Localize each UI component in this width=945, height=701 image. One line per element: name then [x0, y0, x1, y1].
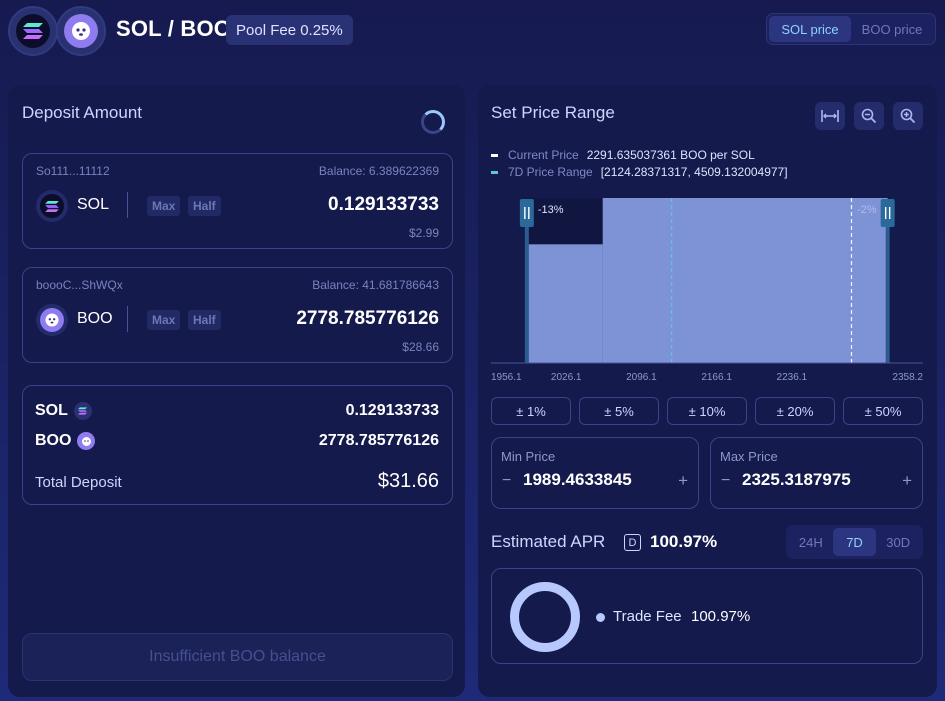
amount-usd: $2.99 [408, 226, 439, 240]
divider [127, 306, 128, 332]
summary-symbol: BOO [35, 432, 72, 449]
summary-sol-label: SOL [35, 402, 92, 420]
token-symbol[interactable]: BOO [77, 310, 113, 327]
max-price-input: Max Price − 2325.3187975 + [710, 437, 923, 509]
range-10pct-button[interactable]: ± 10% [667, 397, 747, 425]
zoom-out-icon[interactable] [854, 102, 884, 130]
max-button[interactable]: Max [147, 310, 181, 330]
legend-value: 2291.635037361 BOO per SOL [586, 148, 755, 162]
divider [127, 192, 128, 218]
solana-token-icon [36, 190, 68, 222]
liquidity-bar [602, 198, 888, 363]
summary-symbol: SOL [35, 402, 68, 419]
summary-boo-value: 2778.785776126 [318, 432, 439, 449]
increment-icon[interactable]: + [902, 471, 912, 490]
decrement-icon[interactable]: − [721, 472, 731, 489]
price-denomination-toggle: SOL price BOO price [766, 13, 936, 45]
boo-token-icon [36, 304, 68, 336]
price-range-title: Set Price Range [491, 103, 615, 122]
x-tick-label: 2096.1 [626, 372, 657, 383]
min-price-input: Min Price − 1989.4633845 + [491, 437, 699, 509]
total-deposit-value: $31.66 [377, 470, 439, 492]
period-30d-tab[interactable]: 30D [886, 534, 911, 550]
token-symbol[interactable]: SOL [77, 196, 110, 213]
decrement-icon[interactable]: − [502, 472, 512, 489]
max-price-label: Max Price [720, 449, 778, 464]
half-button[interactable]: Half [188, 310, 221, 330]
price-range-chart[interactable]: -13% -2% 1956.1 2026.1 2096.1 2166.1 2236.1 235… [491, 195, 923, 385]
token-address: boooC...ShWQx [36, 278, 123, 292]
x-tick-label: 2236.1 [777, 372, 808, 383]
trade-fee-label: Trade Fee [613, 608, 682, 625]
half-button[interactable]: Half [188, 196, 221, 216]
legend-7d-range: 7D Price Range [2124.28371317, 4509.1320… [491, 165, 788, 179]
apr-breakdown: Trade Fee 100.97% [491, 568, 923, 664]
pool-fee-badge: Pool Fee 0.25% [226, 15, 353, 45]
pair-title: SOL / BOO [116, 16, 232, 41]
legend-value: [2124.28371317, 4509.132004977] [600, 165, 788, 179]
trade-fee-swatch [596, 613, 605, 622]
solana-token-icon [73, 402, 92, 420]
deposit-submit-button[interactable]: Insufficient BOO balance [22, 633, 453, 681]
token-balance: Balance: 6.389622369 [318, 164, 439, 178]
trade-fee-value: 100.97% [691, 608, 751, 625]
token-input-sol: So111...11112 Balance: 6.389622369 SOL M… [22, 153, 453, 249]
token-input-boo: boooC...ShWQx Balance: 41.681786643 BOO … [22, 267, 453, 363]
token-address: So111...11112 [36, 164, 110, 178]
summary-sol-value: 0.129133733 [345, 402, 439, 419]
range-50pct-button[interactable]: ± 50% [843, 397, 923, 425]
solana-logo-icon [8, 6, 58, 56]
summary-boo-label: BOO [35, 432, 96, 450]
increment-icon[interactable]: + [678, 471, 688, 490]
apr-period-selector: 24H 7D 30D [786, 525, 923, 559]
deposit-summary: SOL 0.129133733 BOO 2778.785776126 Total… [22, 385, 453, 505]
deposit-title: Deposit Amount [22, 103, 143, 122]
sol-price-tab[interactable]: SOL price [769, 16, 851, 42]
amount-input[interactable]: 0.129133733 [328, 194, 439, 215]
legend-swatch [491, 153, 498, 157]
boo-token-icon [77, 432, 96, 450]
range-5pct-button[interactable]: ± 5% [579, 397, 659, 425]
total-deposit-label: Total Deposit [35, 474, 122, 491]
legend-label: Current Price [508, 148, 579, 162]
range-20pct-button[interactable]: ± 20% [755, 397, 835, 425]
loading-spinner-icon [421, 110, 445, 134]
max-range-handle-grip [880, 199, 895, 227]
legend-swatch [491, 170, 498, 174]
min-price-value[interactable]: 1989.4633845 [523, 470, 632, 489]
max-range-handle-label: -2% [857, 204, 877, 216]
amount-usd: $28.66 [402, 340, 439, 354]
apr-mode-badge[interactable]: D [624, 534, 641, 551]
min-range-handle-label: -13% [538, 204, 564, 216]
legend-current-price: Current Price 2291.635037361 BOO per SOL [491, 148, 755, 162]
token-balance: Balance: 41.681786643 [312, 278, 439, 292]
fit-range-icon[interactable] [815, 102, 845, 130]
liquidity-bar [526, 244, 603, 363]
range-1pct-button[interactable]: ± 1% [491, 397, 571, 425]
x-tick-label: 2026.1 [551, 372, 582, 383]
period-7d-tab[interactable]: 7D [832, 528, 877, 556]
x-tick-label: 2166.1 [701, 372, 732, 383]
estimated-apr-label: Estimated APR [491, 532, 606, 551]
x-tick-label: 1956.1 [491, 372, 522, 383]
amount-input[interactable]: 2778.785776126 [296, 308, 439, 329]
min-price-label: Min Price [501, 449, 556, 464]
price-range-chart-svg: -13% -2% 1956.1 2026.1 2096.1 2166.1 2236.1 235… [491, 198, 923, 383]
boo-price-tab[interactable]: BOO price [861, 21, 923, 37]
max-button[interactable]: Max [147, 196, 181, 216]
estimated-apr-value: 100.97% [650, 532, 718, 551]
x-tick-label: 2358.2 [892, 372, 923, 383]
max-price-value[interactable]: 2325.3187975 [742, 470, 851, 489]
period-24h-tab[interactable]: 24H [798, 534, 823, 550]
zoom-in-icon[interactable] [893, 102, 923, 130]
apr-donut-chart [510, 582, 580, 652]
boo-logo-icon [56, 6, 106, 56]
liquidity-gap [526, 198, 603, 245]
pool-header: SOL / BOO Pool Fee 0.25% SOL price BOO p… [0, 0, 945, 62]
legend-label: 7D Price Range [508, 165, 593, 179]
min-range-handle-grip [519, 199, 534, 227]
